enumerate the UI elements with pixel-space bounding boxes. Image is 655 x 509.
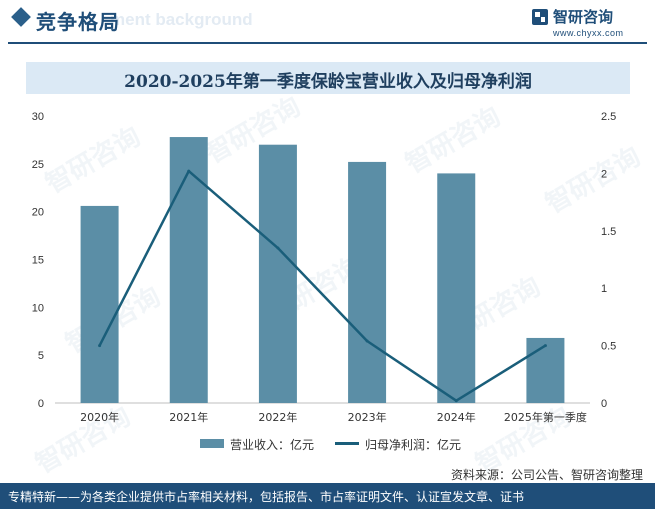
- y-left-tick-label: 30: [32, 111, 44, 123]
- x-tick-label: 2023年: [348, 410, 387, 424]
- y-right-tick-label: 0.5: [601, 341, 616, 353]
- y-left-tick-label: 25: [32, 159, 44, 171]
- legend-label-profit: 归母净利润：亿元: [365, 438, 462, 452]
- footer-text: 专精特新——为各类企业提供市占率相关材料，包括报告、市占率证明文件、认证宣发文章…: [8, 490, 525, 504]
- legend-label-revenue: 营业收入：亿元: [230, 438, 315, 452]
- y-left-tick-label: 15: [32, 255, 44, 267]
- section-header: ment background 竞争格局 智研咨询 www.chyxx.com: [0, 0, 655, 44]
- chart-title: 2020-2025年第一季度保龄宝营业收入及归母净利润: [124, 72, 532, 92]
- line-point: [454, 399, 458, 403]
- y-left-tick-label: 20: [32, 207, 44, 219]
- section-title: 竞争格局: [36, 10, 120, 34]
- legend-swatch-line: [335, 442, 359, 445]
- footer-banner: 专精特新——为各类企业提供市占率相关材料，包括报告、市占率证明文件、认证宣发文章…: [0, 483, 655, 509]
- series-line: [98, 169, 547, 402]
- line-point: [276, 246, 280, 250]
- x-tick-label: 2021年: [169, 410, 208, 424]
- line-point: [187, 169, 191, 173]
- bar: [437, 173, 476, 403]
- legend-swatch-bar: [200, 439, 224, 448]
- header-background-text: ment background: [110, 10, 253, 29]
- legend-item-profit: 归母净利润：亿元: [335, 436, 495, 452]
- bar: [348, 161, 387, 403]
- x-tick-label: 2025年第一季度: [504, 410, 587, 424]
- y-left-tick-label: 10: [32, 302, 44, 314]
- logo-url: www.chyxx.com: [553, 28, 624, 38]
- bar: [258, 144, 297, 403]
- bar: [169, 137, 208, 403]
- bar: [526, 337, 565, 403]
- chart: 0 5 10 15 20 25 30 0 0.5 1 1.5 2 2.5 2020年 2021年 2022年 2…: [32, 111, 617, 424]
- y-left-tick-label: 0: [38, 398, 44, 410]
- y-right-tick-label: 2.5: [601, 111, 616, 123]
- y-right-tick-label: 2: [601, 168, 607, 180]
- data-source: 资料来源：公司公告、智研咨询整理: [450, 468, 643, 482]
- line-point: [543, 344, 547, 348]
- header-divider: [8, 42, 647, 44]
- brand-logo: 智研咨询 www.chyxx.com: [531, 6, 641, 40]
- line-point: [98, 344, 102, 348]
- y-right-tick-label: 0: [601, 398, 607, 410]
- chart-title-band: 2020-2025年第一季度保龄宝营业收入及归母净利润: [26, 62, 630, 94]
- y-left-tick-label: 5: [38, 350, 44, 362]
- bar: [80, 205, 119, 403]
- y-right-tick-label: 1: [601, 283, 607, 295]
- chart-legend: 营业收入：亿元 归母净利润：亿元: [0, 436, 655, 452]
- x-tick-label: 2020年: [80, 410, 119, 424]
- logo-name: 智研咨询: [553, 8, 614, 26]
- y-right-tick-label: 1.5: [601, 226, 616, 238]
- x-tick-label: 2022年: [258, 410, 297, 424]
- line-point: [365, 339, 369, 343]
- logo-icon: [532, 9, 548, 25]
- legend-item-revenue: 营业收入：亿元: [200, 436, 350, 452]
- x-tick-label: 2024年: [437, 410, 476, 424]
